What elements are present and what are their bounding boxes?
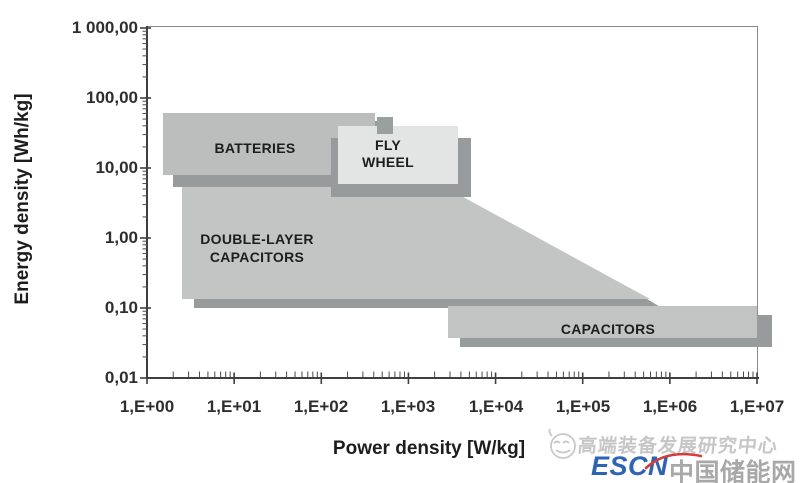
double-layer-capacitors-label: DOUBLE-LAYER CAPACITORS	[176, 230, 338, 266]
shadow-artifact	[377, 117, 393, 134]
x-tick-label: 1,E+07	[729, 397, 785, 416]
double-layer-capacitors-region	[182, 187, 650, 299]
x-tick-label: 1,E+06	[642, 397, 698, 416]
watermark-logo-chinese: 中国储能网	[669, 459, 797, 483]
y-tick-label: 100,00	[86, 88, 138, 107]
flywheel-label: FLY WHEEL	[338, 137, 438, 171]
plot-frame	[147, 26, 758, 379]
x-tick-label: 1,E+03	[380, 397, 436, 416]
y-tick-label: 0,10	[104, 298, 138, 317]
y-tick-label: 0,01	[104, 368, 138, 387]
x-tick-label: 1,E+01	[206, 397, 262, 416]
y-axis-title: Energy density [Wh/kg]	[12, 93, 33, 305]
y-tick-label: 10,00	[95, 158, 138, 177]
dlc-label-line1: DOUBLE-LAYER	[200, 231, 314, 247]
x-axis-line	[145, 376, 759, 379]
y-axis-line	[145, 26, 148, 379]
x-tick-label: 1,E+02	[293, 397, 349, 416]
axis-ticks	[140, 27, 758, 384]
dlc-label-line2: CAPACITORS	[209, 249, 305, 265]
y-tick-label: 1,00	[104, 228, 138, 247]
x-tick-label: 1,E+04	[468, 397, 524, 416]
watermark-logo-escn: ESCN	[591, 451, 669, 481]
batteries-label: BATTERIES	[214, 140, 296, 156]
y-tick-label: 1 000,00	[71, 18, 138, 37]
x-axis-title: Power density [W/kg]	[332, 438, 526, 459]
flywheel-label-line2: WHEEL	[361, 154, 415, 170]
x-tick-label: 1,E+00	[119, 397, 175, 416]
flywheel-region	[338, 126, 458, 184]
capacitors-region	[448, 306, 757, 338]
flywheel-label-line1: FLY	[374, 137, 402, 153]
capacitors-label: CAPACITORS	[560, 321, 656, 337]
x-tick-label: 1,E+05	[555, 397, 611, 416]
